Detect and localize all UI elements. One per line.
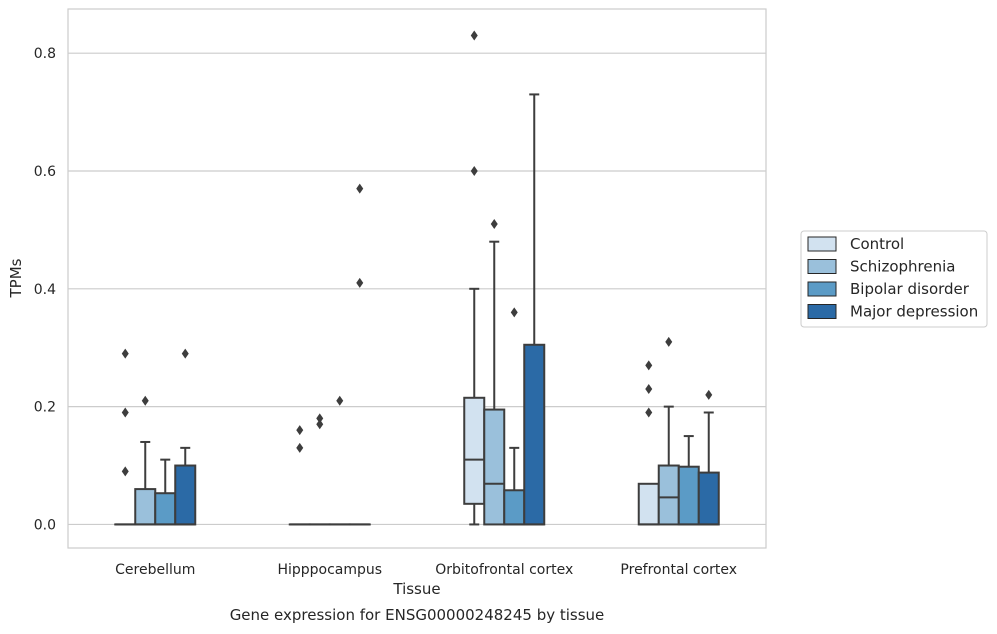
y-tick-label: 0.8 <box>34 46 56 62</box>
x-tick-label: Cerebellum <box>115 562 195 578</box>
box-group <box>697 389 720 526</box>
box-group <box>328 395 351 526</box>
outlier-point <box>645 383 653 394</box>
outlier-point <box>470 165 478 176</box>
x-tick-label: Hipppocampus <box>277 562 382 578</box>
box <box>523 343 546 526</box>
box-group <box>677 435 700 526</box>
box <box>657 464 680 526</box>
outlier-point <box>645 360 653 371</box>
y-tick-label: 0.2 <box>34 400 56 416</box>
legend-label: Control <box>850 235 904 253</box>
outlier-point <box>705 389 713 400</box>
box-group <box>463 30 486 526</box>
box-group <box>523 93 546 526</box>
legend-label: Schizophrenia <box>850 258 955 276</box>
box <box>154 492 177 526</box>
box-group <box>154 458 177 526</box>
box-group <box>483 219 506 526</box>
box <box>677 465 700 526</box>
outlier-point <box>356 183 364 194</box>
y-tick-label: 0.0 <box>34 517 56 533</box>
box <box>174 464 197 526</box>
outlier-point <box>141 395 149 406</box>
legend-label: Bipolar disorder <box>850 280 970 298</box>
box <box>134 488 157 526</box>
box-group <box>114 348 137 526</box>
x-tick-label: Prefrontal cortex <box>620 562 737 578</box>
box <box>503 489 526 526</box>
figure-caption: Gene expression for ENSG00000248245 by t… <box>229 606 605 624</box>
y-tick-labels: 0.0 0.2 0.4 0.6 0.8 <box>34 46 56 533</box>
outlier-point <box>645 407 653 418</box>
box-group <box>174 348 197 526</box>
legend: Control Schizophrenia Bipolar disorder Majo… <box>800 230 988 328</box>
box <box>637 482 660 526</box>
outlier-point <box>490 219 498 230</box>
outlier-point <box>296 442 304 453</box>
box-group <box>134 395 157 526</box>
outlier-point <box>356 277 364 288</box>
outlier-point <box>181 348 189 359</box>
outlier-point <box>316 419 324 430</box>
legend-swatch <box>807 281 837 297</box>
legend-swatch <box>807 259 837 274</box>
legend-swatch <box>807 236 837 252</box>
outlier-point <box>316 413 324 424</box>
y-tick-label: 0.4 <box>34 282 56 298</box>
outlier-point <box>336 395 344 406</box>
plot-frame <box>67 8 767 549</box>
box-group <box>288 425 311 526</box>
outlier-point <box>665 336 673 347</box>
legend-swatch <box>807 304 837 319</box>
boxes <box>114 30 720 526</box>
outlier-point <box>296 425 304 436</box>
box-group <box>637 360 660 526</box>
box-group <box>348 183 371 526</box>
box-group <box>308 413 331 526</box>
x-axis-label: Tissue <box>392 580 440 598</box>
x-tick-labels: Cerebellum Hipppocampus Orbitofrontal cort… <box>115 562 737 578</box>
y-axis-label: TPMs <box>7 258 25 298</box>
box <box>463 396 486 505</box>
outlier-point <box>121 466 129 477</box>
x-tick-label: Orbitofrontal cortex <box>435 562 573 578</box>
outlier-point <box>510 307 518 318</box>
legend-frame <box>800 230 988 328</box>
y-tick-label: 0.6 <box>34 164 56 180</box>
grid-lines <box>68 52 766 526</box>
outlier-point <box>121 348 129 359</box>
box <box>697 471 720 526</box>
box-group <box>657 336 680 526</box>
box-group <box>503 307 526 526</box>
legend-label: Major depression <box>850 303 978 321</box>
outlier-point <box>121 407 129 418</box>
outlier-point <box>470 30 478 41</box>
box <box>483 408 506 526</box>
